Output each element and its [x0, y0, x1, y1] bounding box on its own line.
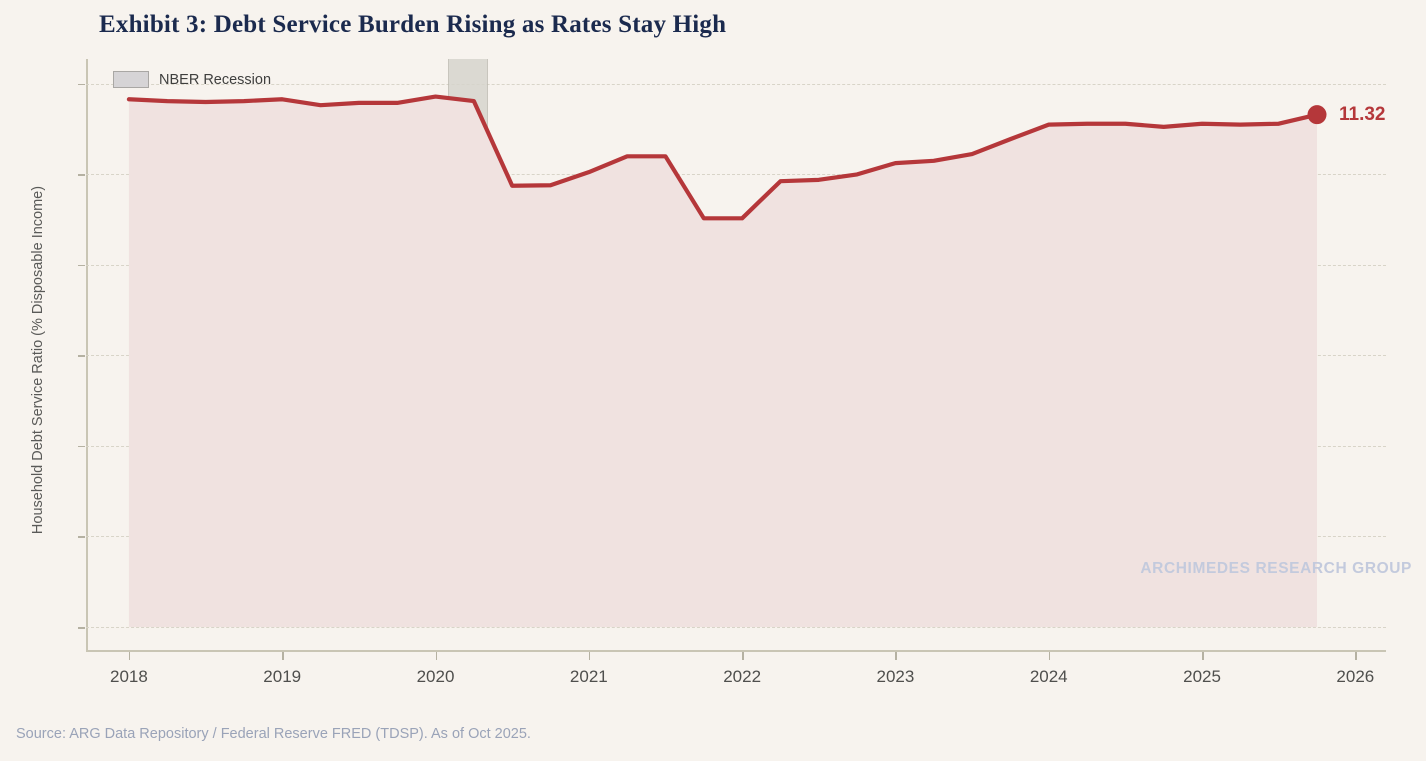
y-tick-mark — [78, 355, 85, 357]
y-tick-mark — [78, 83, 85, 86]
x-tick-mark — [742, 652, 744, 660]
series-line — [126, 94, 1320, 221]
x-tick-label: 2025 — [1183, 667, 1221, 686]
x-tick-mark — [435, 652, 438, 660]
legend-swatch-recession — [113, 71, 149, 88]
gridline — [86, 83, 1386, 85]
x-tick-mark — [282, 652, 284, 660]
x-tick-mark — [588, 652, 591, 660]
legend: NBER Recession — [113, 71, 271, 88]
last-value-marker-dot — [1307, 105, 1327, 125]
y-tick-mark — [78, 264, 85, 267]
last-value-label: 11.32 — [1339, 103, 1386, 125]
x-tick-label: 2019 — [263, 667, 302, 686]
x-tick-label: 2026 — [1336, 667, 1375, 686]
x-tick-label: 2022 — [723, 667, 762, 686]
x-tick-label: 2024 — [1029, 667, 1068, 686]
x-tick-mark — [1048, 652, 1051, 660]
gridline — [86, 627, 1386, 628]
y-tick-mark — [78, 627, 85, 629]
x-tick-label: 2021 — [569, 667, 608, 686]
x-tick-label: 2018 — [110, 667, 148, 686]
x-tick-label: 2020 — [416, 667, 455, 686]
x-tick-mark — [1355, 652, 1357, 660]
series-area-fill — [128, 96, 1318, 627]
x-tick-mark — [128, 652, 131, 660]
x-tick-label: 2023 — [876, 667, 915, 686]
watermark: ARCHIMEDES RESEARCH GROUP — [1140, 560, 1412, 577]
legend-label-recession: NBER Recession — [159, 71, 272, 88]
gridline — [86, 174, 1386, 176]
y-axis-title: Household Debt Service Ratio (% Disposab… — [30, 185, 46, 535]
x-tick-mark — [1202, 652, 1204, 660]
x-tick-mark — [895, 652, 897, 660]
plot-area: 024681012 201820192020202120222023202420… — [78, 59, 1386, 686]
page-title: Exhibit 3: Debt Service Burden Rising as… — [99, 11, 727, 38]
y-tick-mark — [78, 536, 85, 538]
y-tick-mark — [78, 445, 85, 448]
series-line-chart — [126, 94, 1327, 627]
source-note: Source: ARG Data Repository / Federal Re… — [16, 726, 531, 742]
y-tick-mark — [78, 174, 85, 176]
x-axis-spine — [86, 650, 1386, 652]
